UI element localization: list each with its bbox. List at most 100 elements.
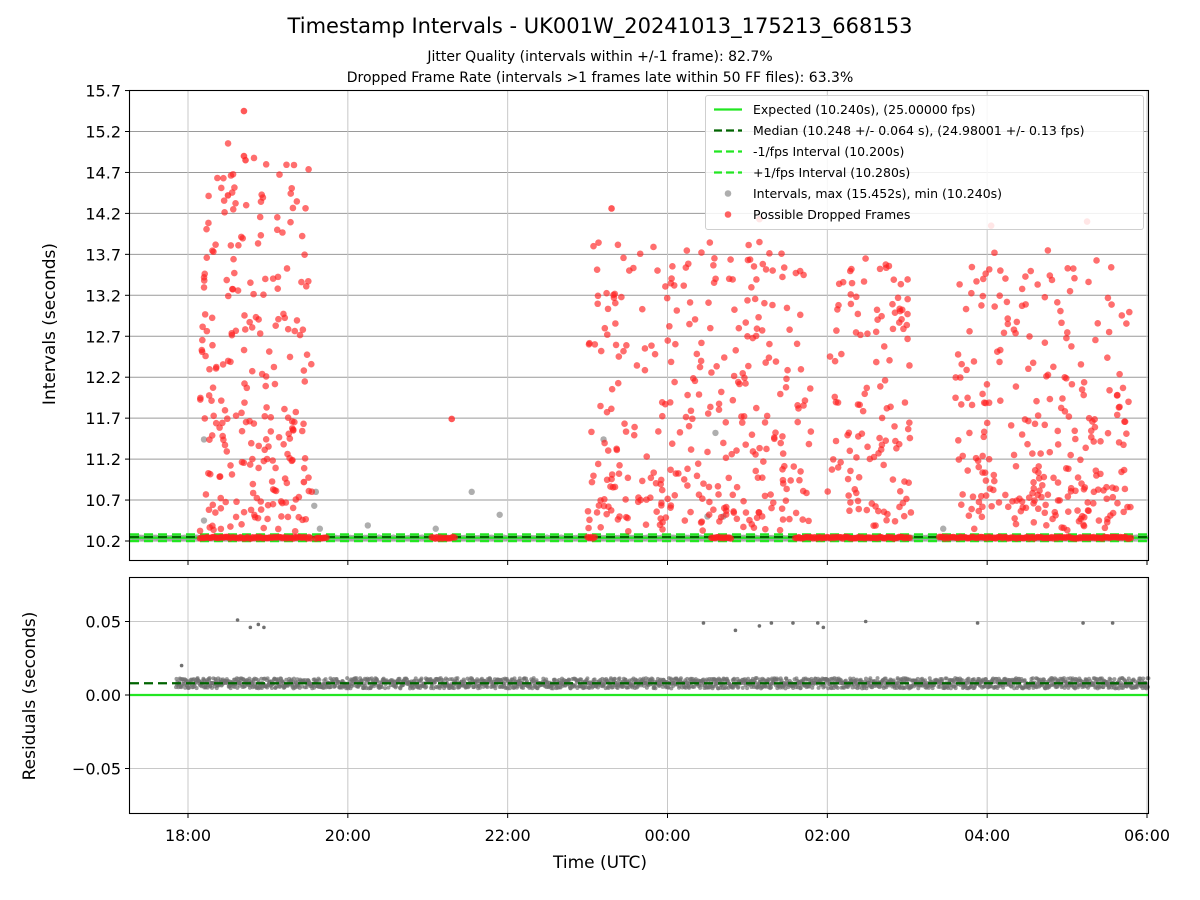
dropped-frame-point xyxy=(249,455,256,463)
residual-point xyxy=(1126,676,1131,681)
dropped-frame-point xyxy=(1044,371,1052,379)
legend-plus-fps-line-icon xyxy=(714,171,742,174)
dropped-frame-point xyxy=(889,476,897,483)
dropped-frame-point xyxy=(878,441,886,449)
dropped-frame-point xyxy=(670,282,678,289)
dropped-frame-point xyxy=(889,325,897,333)
dropped-frame-point xyxy=(907,509,915,516)
dropped-frame-point xyxy=(698,339,705,347)
dropped-frame-point xyxy=(289,456,296,464)
dropped-frame-point xyxy=(748,431,756,438)
dropped-frame-point xyxy=(249,480,257,488)
dropped-frame-point xyxy=(246,318,253,326)
dropped-frame-point xyxy=(1093,257,1100,264)
dropped-frame-point xyxy=(882,437,890,444)
residual-point xyxy=(653,686,658,691)
dropped-frame-point xyxy=(210,248,217,256)
residual-point xyxy=(592,677,597,682)
dropped-frame-point xyxy=(779,273,786,281)
dropped-frame-point xyxy=(271,486,278,494)
residual-point xyxy=(617,676,622,681)
dropped-frame-point xyxy=(1031,497,1038,504)
top-y-tick-label: 13.7 xyxy=(85,245,121,264)
dropped-frame-point xyxy=(293,198,301,205)
dropped-frame-point xyxy=(293,317,301,324)
dropped-frame-point xyxy=(585,524,592,532)
dropped-frame-point xyxy=(238,458,246,466)
dropped-frame-point xyxy=(1064,264,1071,272)
axis-ticks: 10.2 10.7 11.2 11.7 12.2 12.7 13.2 13.7 14.2 14.7… xyxy=(72,82,1170,845)
dropped-frame-point xyxy=(904,295,911,303)
dropped-frame-point xyxy=(201,415,209,422)
dropped-frame-point xyxy=(262,382,270,390)
dropped-frame-point xyxy=(753,325,761,332)
dropped-frame-point xyxy=(834,464,842,471)
dropped-frame-point xyxy=(977,492,985,500)
dropped-frame-point xyxy=(847,300,855,308)
dropped-frame-point xyxy=(614,241,622,249)
dropped-frame-point xyxy=(854,433,862,440)
residual-point xyxy=(960,678,965,683)
dropped-frame-point xyxy=(625,527,632,535)
dropped-frame-point xyxy=(954,437,962,444)
bottom-y-tick-label: 0.00 xyxy=(85,686,121,705)
dropped-frame-point xyxy=(1068,343,1075,350)
top-y-tick-label: 15.7 xyxy=(85,82,121,101)
dropped-frame-point xyxy=(874,316,881,324)
dropped-frame-point xyxy=(806,385,814,392)
dropped-frame-point xyxy=(302,282,310,290)
dropped-frame-point xyxy=(778,505,786,512)
dropped-frame-point xyxy=(1004,320,1012,328)
dropped-frame-point xyxy=(957,501,965,509)
dropped-frame-point xyxy=(782,384,790,391)
dropped-frame-point xyxy=(1046,395,1054,403)
dropped-frame-point xyxy=(273,226,281,234)
residual-point xyxy=(816,685,821,690)
dropped-frame-point xyxy=(1103,518,1111,526)
dropped-frame-point xyxy=(220,174,227,182)
dropped-frame-point xyxy=(1054,441,1062,448)
dropped-frame-point xyxy=(242,201,250,209)
dropped-frame-point xyxy=(963,366,970,374)
residual-outlier-point xyxy=(179,663,184,668)
dropped-frame-point xyxy=(220,197,228,204)
dropped-frame-point xyxy=(227,358,234,366)
dropped-frame-point xyxy=(242,418,250,426)
dropped-frame-point xyxy=(1067,451,1074,459)
residual-point xyxy=(915,676,920,681)
dropped-frame-point xyxy=(1042,501,1049,509)
dropped-frame-point xyxy=(1109,509,1117,517)
dropped-frame-point xyxy=(1000,329,1008,337)
dropped-frame-point xyxy=(966,328,973,335)
dropped-frame-point xyxy=(256,213,264,221)
dropped-frame-point xyxy=(861,390,869,398)
dropped-frame-point xyxy=(828,466,836,473)
dropped-frame-point xyxy=(682,413,690,421)
dropped-frame-point xyxy=(267,428,275,435)
dropped-frame-point xyxy=(684,465,691,473)
dropped-frame-point xyxy=(1077,361,1085,368)
residual-point xyxy=(1141,676,1146,681)
dropped-frame-point xyxy=(854,401,862,408)
dropped-frame-point xyxy=(952,374,960,381)
dropped-frame-point xyxy=(298,278,305,286)
dropped-frame-point xyxy=(608,385,616,393)
dropped-frame-point xyxy=(705,299,712,307)
residual-point xyxy=(478,685,483,690)
dropped-frame-point xyxy=(1033,397,1040,405)
dropped-frame-point xyxy=(233,498,240,506)
dropped-frame-point xyxy=(232,513,240,521)
dropped-frame-point xyxy=(615,470,623,477)
dropped-frame-point xyxy=(744,332,751,340)
dropped-frame-point xyxy=(1085,507,1092,515)
dropped-frame-point xyxy=(595,502,603,509)
residual-point xyxy=(953,686,958,691)
dropped-frame-point xyxy=(855,505,863,513)
dropped-frame-point xyxy=(880,508,888,516)
dropped-frame-point xyxy=(601,496,608,503)
dropped-frame-point xyxy=(276,171,283,178)
dropped-frame-point xyxy=(1011,515,1018,522)
dropped-frame-point xyxy=(708,369,715,376)
dropped-frame-point xyxy=(1078,512,1086,520)
dropped-frame-point xyxy=(968,289,975,297)
